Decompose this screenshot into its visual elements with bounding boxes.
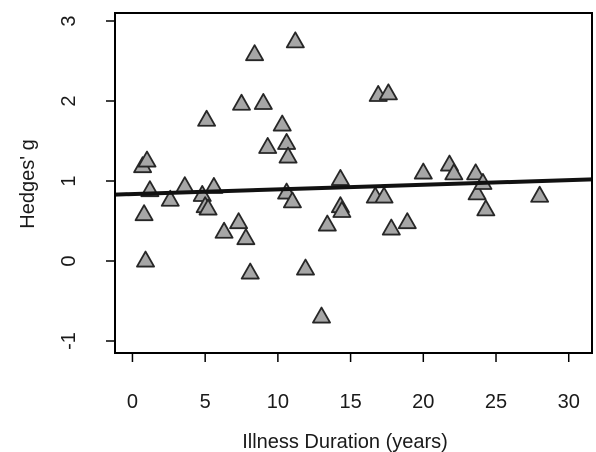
y-tick-label: -1 — [58, 332, 80, 350]
x-tick-label: 25 — [485, 391, 507, 413]
data-point — [397, 212, 417, 230]
data-point — [229, 212, 249, 230]
x-tick-label: 10 — [267, 391, 289, 413]
data-point — [245, 44, 265, 62]
y-axis-label: Hedges' g — [17, 139, 39, 228]
data-point — [232, 93, 251, 111]
data-point — [258, 137, 278, 154]
data-point — [278, 146, 298, 164]
data-point — [332, 201, 352, 218]
data-point — [277, 133, 297, 150]
x-axis-ticks: 0 5 10 15 20 25 30 — [127, 353, 580, 413]
data-point — [467, 183, 487, 201]
data-point — [476, 199, 496, 217]
x-tick-label: 5 — [200, 391, 211, 413]
regression-line — [114, 177, 593, 197]
data-point — [198, 198, 218, 216]
x-tick-label: 15 — [339, 391, 361, 413]
data-point — [296, 258, 315, 276]
data-point — [253, 93, 273, 110]
y-tick-label: 1 — [58, 175, 80, 186]
data-point — [240, 262, 260, 280]
data-point — [134, 204, 154, 222]
data-point — [272, 114, 292, 132]
data-point — [175, 176, 195, 194]
data-point — [330, 169, 350, 186]
data-point — [236, 228, 256, 246]
data-point — [381, 218, 401, 236]
y-tick-label: 0 — [58, 255, 80, 266]
data-point — [444, 163, 464, 181]
x-tick-label: 0 — [127, 391, 138, 413]
x-axis-label: Illness Duration (years) — [242, 431, 448, 452]
x-tick-label: 30 — [558, 391, 580, 413]
y-axis-ticks: -1 0 1 2 3 — [58, 15, 115, 350]
data-point — [312, 306, 331, 324]
data-points — [133, 31, 550, 324]
data-point — [285, 31, 305, 49]
y-tick-label: 2 — [58, 95, 80, 106]
data-point — [466, 163, 486, 181]
data-point — [136, 250, 155, 268]
data-point — [197, 109, 217, 127]
plot-frame — [114, 12, 593, 354]
data-point — [378, 83, 398, 101]
data-point — [530, 185, 550, 203]
x-tick-label: 20 — [412, 391, 434, 413]
data-point — [374, 186, 394, 204]
y-tick-label: 3 — [58, 15, 80, 26]
data-point — [137, 150, 157, 168]
data-point — [317, 214, 337, 232]
data-point — [160, 189, 180, 207]
data-point — [413, 162, 433, 180]
data-point — [214, 221, 234, 239]
data-point — [282, 191, 302, 209]
